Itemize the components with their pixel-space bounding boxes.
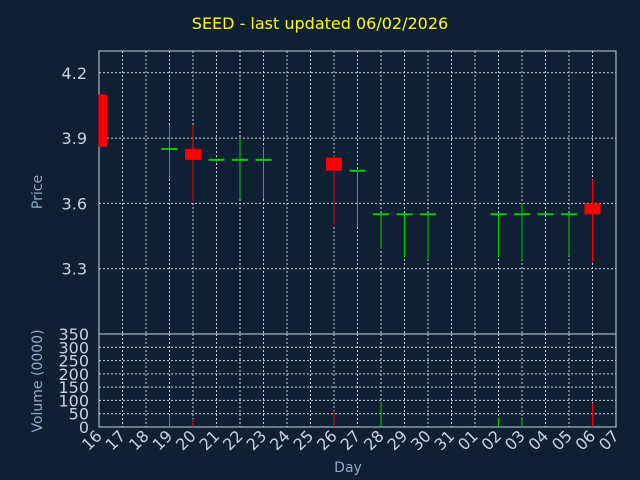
candle [561, 213, 577, 256]
x-axis-label: Day [334, 460, 362, 476]
price-tick-label: 4.2 [62, 64, 87, 83]
candle [232, 138, 248, 200]
candle [161, 125, 178, 180]
candle [584, 179, 601, 263]
candle [396, 213, 413, 258]
candle [514, 203, 530, 260]
candle [490, 213, 507, 258]
candle-body [99, 94, 107, 147]
candle-body [185, 148, 201, 160]
candle [373, 213, 389, 250]
price-tick-label: 3.9 [62, 129, 87, 148]
volume-tick-label: 250 [58, 352, 89, 371]
volume-tick-label: 50 [69, 405, 89, 424]
candle [349, 169, 366, 228]
price-axis-label: Price [30, 175, 46, 209]
volume-axis-label: Volume (0000) [30, 329, 46, 432]
x-tick-label: 07 [595, 426, 623, 454]
volume-tick-label: 100 [58, 391, 89, 410]
x-axis: 1617181920212223242526272829303101020304… [78, 426, 623, 454]
volume-tick-label: 300 [58, 338, 89, 357]
candle [98, 94, 107, 147]
candle-body [326, 157, 342, 171]
price-panel: 3.3 3.6 3.9 4.2 [62, 50, 617, 335]
candle-body [584, 203, 601, 215]
candle [326, 155, 342, 226]
price-tick-label: 3.3 [62, 260, 87, 279]
chart-title: SEED - last updated 06/02/2026 [191, 14, 449, 33]
volume-tick-label: 0 [79, 418, 89, 437]
volume-tick-label: 150 [58, 378, 89, 397]
candle [208, 158, 225, 163]
candle [185, 125, 201, 202]
price-tick-label: 3.6 [62, 194, 87, 213]
volume-tick-label: 200 [58, 365, 89, 384]
volume-tick-label: 350 [58, 325, 89, 344]
candle [255, 146, 272, 200]
candle [420, 213, 436, 260]
